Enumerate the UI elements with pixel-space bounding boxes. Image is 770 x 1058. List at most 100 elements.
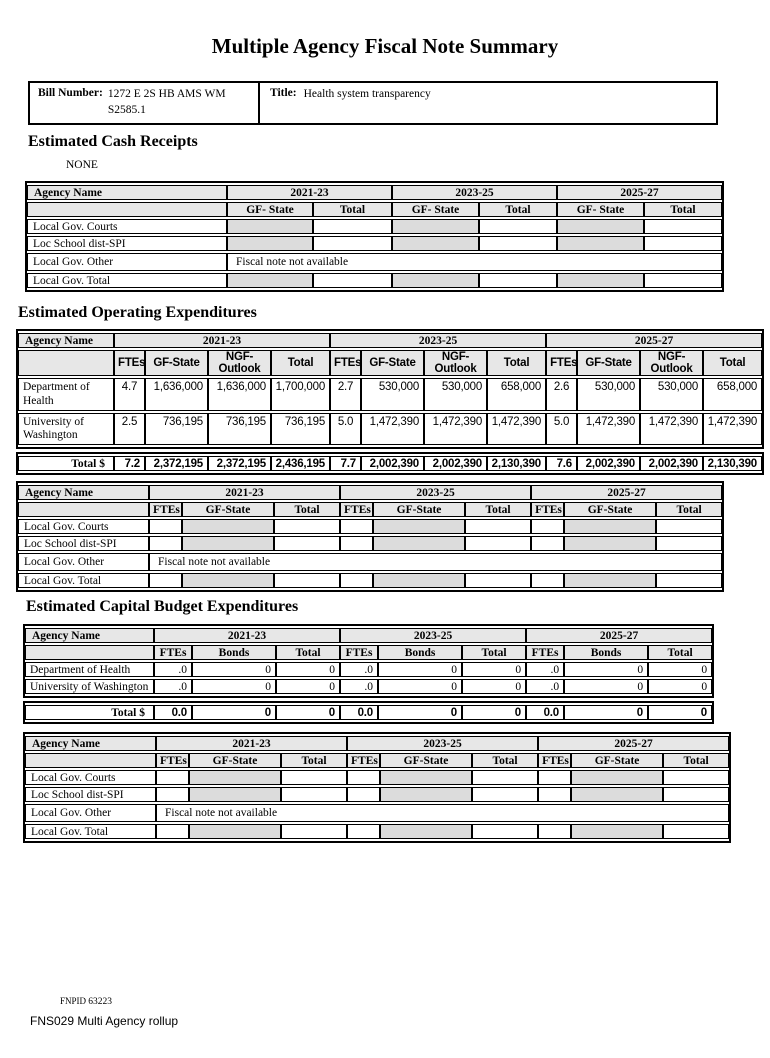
biennium-header: 2025-27: [526, 628, 713, 644]
col-header-gf-state: GF-State: [380, 753, 473, 769]
empty-value-cell: [472, 787, 539, 803]
col-header-gf-state: GF-State: [571, 753, 664, 769]
col-header-gf-state: GF-State: [182, 502, 274, 518]
total-value-cell: 0: [564, 705, 648, 721]
empty-value-cell: [472, 824, 539, 840]
col-header-gf-state: GF-State: [373, 502, 466, 518]
value-cell: .0: [340, 679, 379, 695]
footer-form-name: FNS029 Multi Agency rollup: [30, 1014, 179, 1028]
empty-value-cell: [347, 770, 381, 786]
value-cell: 0: [564, 662, 649, 678]
empty-value-cell: [156, 824, 189, 840]
empty-value-cell: [392, 219, 479, 234]
empty-value-cell: [227, 236, 313, 251]
total-value-cell: 0: [192, 705, 276, 721]
col-header-ftes: FTEs: [340, 502, 374, 518]
empty-value-cell: [189, 824, 281, 840]
empty-value-cell: [656, 519, 723, 535]
biennium-header: 2021-23: [149, 485, 341, 501]
col-header-total: Total: [656, 502, 723, 518]
col-header-gf-state: GF- State: [557, 202, 644, 217]
agency-row-label: Department of Health: [18, 378, 114, 411]
col-header-gf-state: GF-State: [577, 350, 641, 376]
row-label: Loc School dist-SPI: [25, 787, 156, 803]
row-label: Loc School dist-SPI: [27, 236, 227, 251]
total-row-label: Total $: [25, 705, 154, 721]
total-value-cell: 2,002,390: [640, 456, 703, 472]
biennium-header: 2021-23: [227, 185, 392, 200]
section-heading-capital: Estimated Capital Budget Expenditures: [26, 598, 299, 616]
col-header-gf-state: GF- State: [227, 202, 313, 217]
empty-value-cell: [313, 273, 392, 288]
agency-row-label: University of Washington: [18, 412, 114, 446]
col-header-total: Total: [479, 202, 557, 217]
value-cell: 1,472,390: [424, 412, 488, 446]
row-label: Local Gov. Total: [18, 573, 149, 589]
col-header-ftes: FTEs: [546, 350, 578, 376]
empty-value-cell: [380, 770, 473, 786]
agency-row-label: University of Washington: [25, 679, 154, 695]
col-header-total: Total: [462, 645, 527, 661]
empty-value-cell: [182, 519, 274, 535]
section-heading-operating: Estimated Operating Expenditures: [18, 304, 257, 321]
value-cell: 0: [192, 662, 276, 678]
col-header-ftes: FTEs: [538, 753, 572, 769]
agency-name-header: Agency Name: [27, 185, 227, 200]
value-cell: 530,000: [577, 378, 641, 411]
col-header-gf-state: GF- State: [392, 202, 479, 217]
row-label: Loc School dist-SPI: [18, 536, 149, 552]
total-value-cell: 2,436,195: [271, 456, 330, 472]
agency-name-header: Agency Name: [25, 736, 156, 752]
empty-value-cell: [479, 273, 557, 288]
value-cell: 0: [648, 662, 713, 678]
value-cell: .0: [154, 679, 192, 695]
empty-value-cell: [644, 273, 722, 288]
row-label: Local Gov. Other: [18, 553, 149, 572]
value-cell: 0: [648, 679, 713, 695]
empty-value-cell: [182, 536, 274, 552]
value-cell: .0: [526, 679, 565, 695]
empty-value-cell: [149, 519, 182, 535]
empty-value-cell: [274, 573, 341, 589]
value-cell: 0: [192, 679, 276, 695]
empty-header-cell: [25, 753, 156, 769]
empty-value-cell: [156, 770, 189, 786]
empty-value-cell: [380, 787, 473, 803]
section-heading-cash-receipts: Estimated Cash Receipts: [28, 133, 198, 150]
value-cell: 5.0: [330, 412, 362, 446]
col-header-gf-state: GF-State: [564, 502, 657, 518]
col-header-ftes: FTEs: [340, 645, 379, 661]
empty-value-cell: [189, 770, 281, 786]
value-cell: 530,000: [424, 378, 488, 411]
total-value-cell: 0: [648, 705, 712, 721]
fnpid-value: 63223: [88, 997, 113, 1007]
empty-value-cell: [182, 573, 274, 589]
empty-value-cell: [663, 770, 730, 786]
empty-value-cell: [531, 536, 565, 552]
operating-local-table: Agency Name 2021-23 2023-25 2025-27 FTEs…: [16, 481, 725, 593]
bill-title-label: Title:: [270, 87, 297, 99]
value-cell: 1,700,000: [271, 378, 331, 411]
cash-receipts-local-table: Agency Name 2021-23 2023-25 2025-27 GF- …: [25, 181, 724, 292]
value-cell: 1,472,390: [577, 412, 641, 446]
bill-number-label: Bill Number:: [38, 87, 103, 99]
value-cell: 736,195: [145, 412, 208, 446]
empty-value-cell: [644, 236, 722, 251]
operating-total-row: Total $ 7.2 2,372,195 2,372,195 2,436,19…: [16, 452, 764, 476]
value-cell: 2.7: [330, 378, 362, 411]
value-cell: 5.0: [546, 412, 578, 446]
row-label: Local Gov. Total: [27, 273, 227, 288]
col-header-total: Total: [271, 350, 331, 376]
value-cell: 1,472,390: [640, 412, 704, 446]
footer-fnpid: FNPID 63223: [60, 996, 112, 1007]
col-header-ftes: FTEs: [114, 350, 145, 376]
biennium-header: 2023-25: [340, 485, 532, 501]
empty-value-cell: [227, 219, 313, 234]
empty-value-cell: [571, 770, 664, 786]
bill-title-section: Title: Health system transparency: [260, 83, 716, 123]
col-header-ftes: FTEs: [154, 645, 192, 661]
empty-value-cell: [392, 273, 479, 288]
col-header-gf-state: GF-State: [189, 753, 281, 769]
col-header-ngf-outlook: NGF-Outlook: [640, 350, 704, 376]
col-header-bonds: Bonds: [564, 645, 649, 661]
